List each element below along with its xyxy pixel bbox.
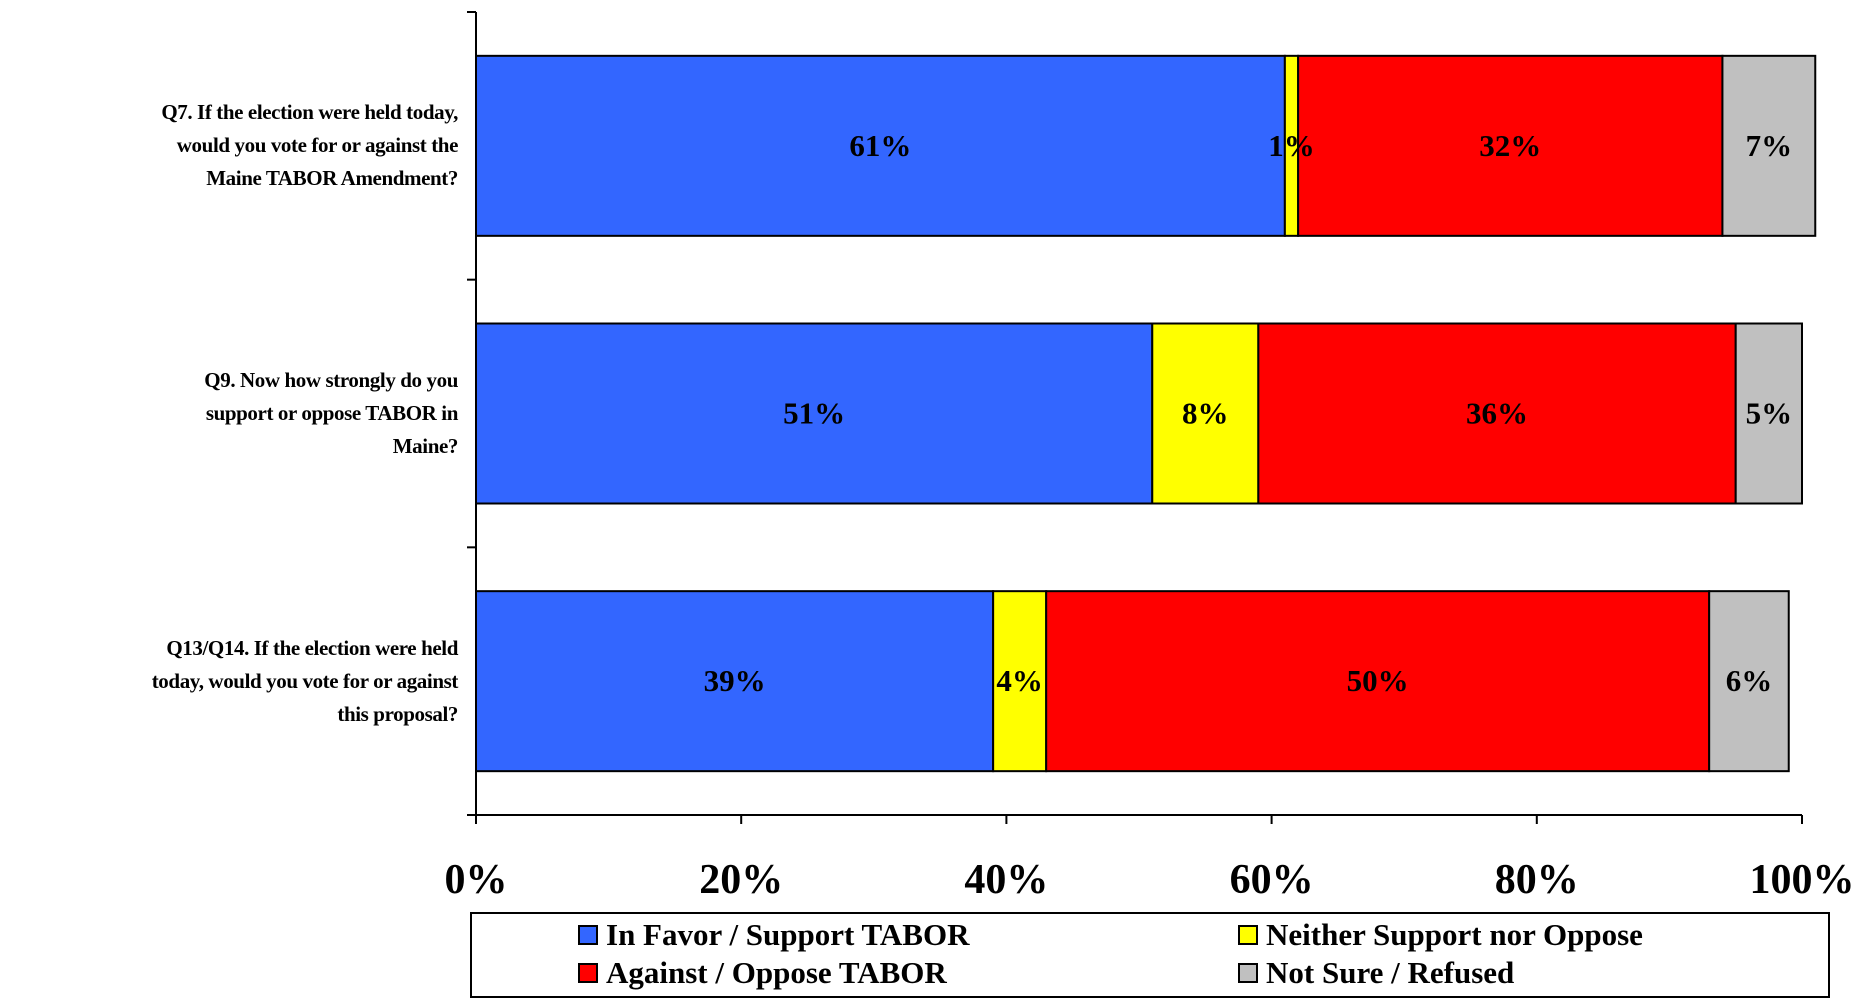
data-label: 8% xyxy=(1182,396,1229,431)
data-label: 51% xyxy=(783,396,845,431)
category-label-line: Q9. Now how strongly do you xyxy=(204,368,458,392)
bars-group xyxy=(475,54,1817,773)
data-label: 39% xyxy=(704,663,766,698)
bar-segment xyxy=(475,590,995,773)
x-tick-label: 20% xyxy=(699,857,783,903)
x-tick-label: 0% xyxy=(445,857,508,903)
legend-swatch-oppose xyxy=(578,963,598,983)
data-label: 1% xyxy=(1268,128,1315,163)
category-label-line: Maine? xyxy=(392,434,459,458)
category-label: Q9. Now how strongly do you support or op… xyxy=(6,364,458,463)
category-label-line: this proposal? xyxy=(337,701,458,726)
legend-label-neither: Neither Support nor Oppose xyxy=(1266,917,1643,952)
legend-item-notsure: Not Sure / Refused xyxy=(1238,955,1515,990)
x-tick-label: 60% xyxy=(1230,857,1314,903)
legend: In Favor / Support TABOR Neither Support… xyxy=(470,912,1830,998)
data-label: 7% xyxy=(1746,128,1793,163)
data-label: 6% xyxy=(1726,663,1773,698)
data-label: 4% xyxy=(996,663,1043,698)
category-label-line: would you vote for or against the xyxy=(176,133,459,158)
bar-segment xyxy=(1151,322,1260,505)
legend-item-neither: Neither Support nor Oppose xyxy=(1238,917,1643,952)
bar-segment xyxy=(475,322,1154,505)
data-label: 50% xyxy=(1347,663,1409,698)
legend-item-support: In Favor / Support TABOR xyxy=(578,917,970,952)
bar-segment xyxy=(1045,590,1711,773)
bar-segment xyxy=(1257,322,1737,505)
legend-item-oppose: Against / Oppose TABOR xyxy=(578,955,947,990)
bar-labels-group: 61% 1% 32% 7% 51% 8% 36% 5% 39% 4% 50% 6% xyxy=(704,128,1793,698)
x-tick-label: 80% xyxy=(1495,857,1579,903)
data-label: 5% xyxy=(1746,396,1793,431)
legend-label-oppose: Against / Oppose TABOR xyxy=(606,955,947,990)
category-label-line: Maine TABOR Amendment? xyxy=(206,166,458,191)
legend-swatch-neither xyxy=(1238,925,1258,945)
x-tick-label: 40% xyxy=(964,857,1048,903)
bar-segment xyxy=(1734,322,1803,505)
legend-label-notsure: Not Sure / Refused xyxy=(1266,955,1515,990)
data-label: 36% xyxy=(1466,396,1528,431)
legend-label-support: In Favor / Support TABOR xyxy=(606,917,970,952)
bar-segment xyxy=(1708,590,1790,773)
category-label-line: support or oppose TABOR in xyxy=(205,401,459,425)
category-label: Q7. If the election were held today, woul… xyxy=(6,96,458,195)
data-label: 32% xyxy=(1479,128,1541,163)
category-label-line: Q13/Q14. If the election were held xyxy=(166,635,458,660)
axes-group: 0% 20% 40% 60% 80% 100% xyxy=(445,11,1855,903)
legend-swatch-notsure xyxy=(1238,963,1258,983)
bar-segment xyxy=(992,590,1048,773)
category-label: Q13/Q14. If the election were held today,… xyxy=(6,632,459,731)
legend-swatch-support xyxy=(578,925,598,945)
category-label-line: today, would you vote for or against xyxy=(151,668,459,693)
bar-segment xyxy=(1721,54,1817,237)
data-label: 61% xyxy=(849,128,911,163)
category-label-line: Q7. If the election were held today, xyxy=(161,100,458,125)
x-tick-label: 100% xyxy=(1750,857,1855,903)
bar-segment xyxy=(475,54,1286,237)
bar-segment xyxy=(1297,54,1724,237)
